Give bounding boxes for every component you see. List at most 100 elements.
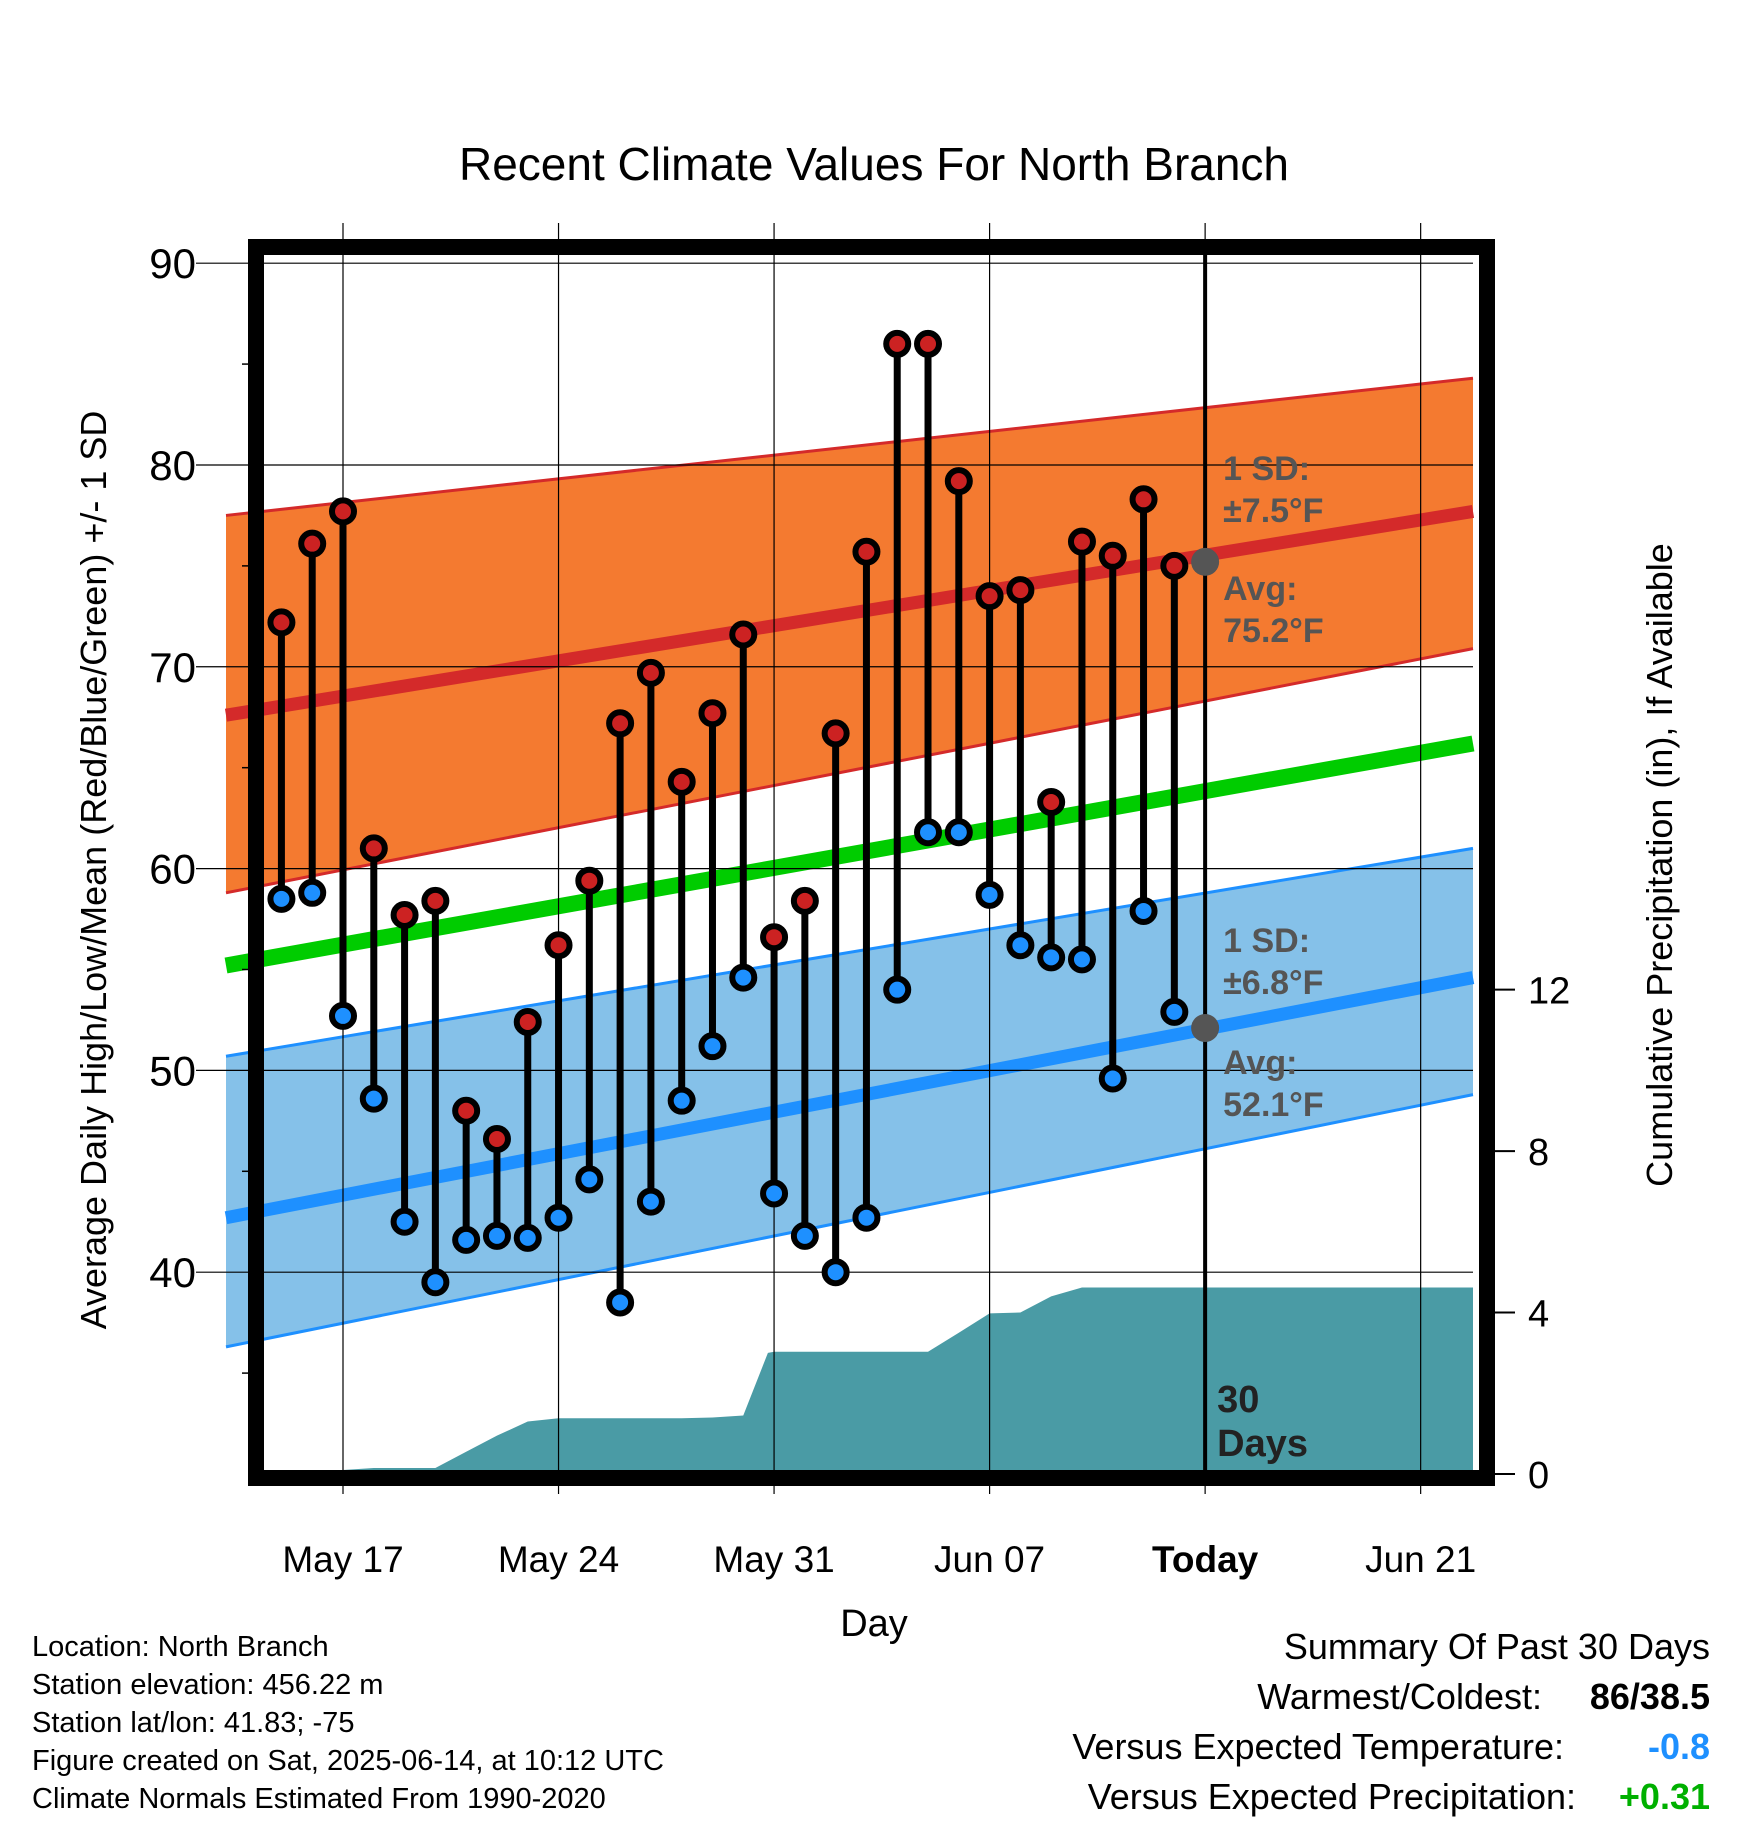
high-point <box>390 901 419 930</box>
high-point <box>975 582 1004 611</box>
high-point <box>1160 551 1189 580</box>
high-sd-label: 1 SD: <box>1223 450 1310 488</box>
low-point <box>482 1221 511 1250</box>
x-tick-label: Jun 07 <box>934 1539 1045 1580</box>
warm-cold-separator: / <box>1629 1676 1640 1717</box>
temp-anomaly-value: -0.8 <box>1647 1726 1710 1767</box>
high-point <box>944 467 973 496</box>
low-point <box>329 1001 358 1030</box>
y-tick-label: 80 <box>149 442 196 489</box>
x-tick-label: May 17 <box>282 1539 403 1580</box>
high-sd-band <box>226 378 1473 893</box>
low-point <box>1067 945 1096 974</box>
low-sd-band-lower-edge <box>225 1093 1474 1349</box>
footer-normals: Climate Normals Estimated From 1990-2020 <box>32 1783 606 1815</box>
high-point <box>1129 485 1158 514</box>
y2-tick-label: 8 <box>1528 1132 1549 1174</box>
temp-anomaly-label: Versus Expected Temperature: <box>1072 1726 1564 1767</box>
y2-tick-label: 4 <box>1528 1294 1549 1336</box>
high-point <box>606 709 635 738</box>
high-point <box>729 620 758 649</box>
warm-cold-label: Warmest/Coldest: <box>1257 1676 1542 1717</box>
precip-anomaly-value: +0.31 <box>1618 1776 1710 1817</box>
low-point <box>575 1165 604 1194</box>
plot-area: 1 SD: ±7.5°F Avg: 75.2°F 1 SD: ±6.8°F Avg: 52.1… <box>149 223 1570 1580</box>
low-point <box>944 818 973 847</box>
days-label-number: 30 <box>1217 1379 1259 1421</box>
low-point <box>636 1187 665 1216</box>
low-point <box>513 1223 542 1252</box>
y-tick-label: 50 <box>149 1047 196 1094</box>
y-tick-label: 60 <box>149 846 196 893</box>
low-point <box>267 884 296 913</box>
x-tick-label: Today <box>1152 1539 1259 1580</box>
high-avg-label: Avg: <box>1223 570 1297 608</box>
low-sd-value: ±6.8°F <box>1223 964 1323 1002</box>
high-point <box>698 699 727 728</box>
x-axis-label: Day <box>840 1603 908 1645</box>
high-point <box>636 658 665 687</box>
precip-area <box>226 1287 1473 1474</box>
low-point <box>1098 1064 1127 1093</box>
low-point <box>606 1288 635 1317</box>
y2-axis-label: Cumulative Precipitation (in), If Availa… <box>1639 543 1680 1187</box>
high-point <box>544 931 573 960</box>
x-tick-label: Jun 21 <box>1365 1539 1476 1580</box>
high-point <box>1006 576 1035 605</box>
high-sd-band-lower-edge <box>225 647 1474 895</box>
low-avg-value: 52.1°F <box>1223 1086 1324 1124</box>
coldest-value: 38.5 <box>1639 1676 1710 1717</box>
low-point <box>1037 943 1066 972</box>
high-point <box>1067 527 1096 556</box>
summary-temp-row: Versus Expected Temperature: -0.8 <box>1072 1722 1710 1772</box>
low-point <box>698 1032 727 1061</box>
y2-tick-label: 12 <box>1528 971 1570 1013</box>
summary-precip-row: Versus Expected Precipitation: +0.31 <box>1072 1772 1710 1822</box>
x-tick-label: May 31 <box>713 1539 834 1580</box>
high-point <box>575 866 604 895</box>
low-point <box>421 1268 450 1297</box>
chart-title: Recent Climate Values For North Branch <box>459 138 1289 190</box>
high-point <box>452 1096 481 1125</box>
today-low-avg-marker <box>1191 1014 1220 1043</box>
y2-tick-label: 0 <box>1528 1455 1549 1497</box>
low-point <box>790 1221 819 1250</box>
low-point <box>390 1207 419 1236</box>
warmest-value: 86 <box>1589 1676 1630 1717</box>
x-tick-label: May 24 <box>498 1539 619 1580</box>
low-point <box>729 963 758 992</box>
warm-cold-value: 86/38.5 <box>1560 1672 1710 1722</box>
high-point <box>760 923 789 952</box>
high-point <box>359 834 388 863</box>
footer-latlon: Station lat/lon: 41.83; -75 <box>32 1707 355 1739</box>
y-tick-label: 90 <box>149 240 196 287</box>
low-point <box>298 878 327 907</box>
summary-title: Summary Of Past 30 Days <box>1283 1626 1710 1667</box>
station-info: Location: North Branch Station elevation… <box>32 1628 664 1818</box>
low-point <box>1160 997 1189 1026</box>
high-point <box>298 529 327 558</box>
y-tick-label: 70 <box>149 644 196 691</box>
high-point <box>267 608 296 637</box>
high-sd-band-upper-edge <box>225 376 1474 517</box>
high-point <box>513 1007 542 1036</box>
high-point <box>914 329 943 358</box>
low-point <box>1129 896 1158 925</box>
low-point <box>452 1225 481 1254</box>
y-axis-label: Average Daily High/Low/Mean (Red/Blue/Gr… <box>73 411 114 1330</box>
today-high-avg-marker <box>1191 547 1220 576</box>
high-point <box>821 719 850 748</box>
low-point <box>760 1179 789 1208</box>
low-point <box>359 1084 388 1113</box>
low-point <box>914 818 943 847</box>
low-point <box>667 1086 696 1115</box>
days-label-text: Days <box>1217 1423 1308 1465</box>
footer-location: Location: North Branch <box>32 1631 329 1663</box>
summary-warm-cold-row: Warmest/Coldest: 86/38.5 <box>1072 1672 1710 1722</box>
high-avg-value: 75.2°F <box>1223 612 1324 650</box>
low-point <box>1006 931 1035 960</box>
high-point <box>852 537 881 566</box>
precip-anomaly-label: Versus Expected Precipitation: <box>1087 1776 1576 1817</box>
summary-panel: Summary Of Past 30 Days Warmest/Coldest:… <box>1072 1622 1710 1822</box>
